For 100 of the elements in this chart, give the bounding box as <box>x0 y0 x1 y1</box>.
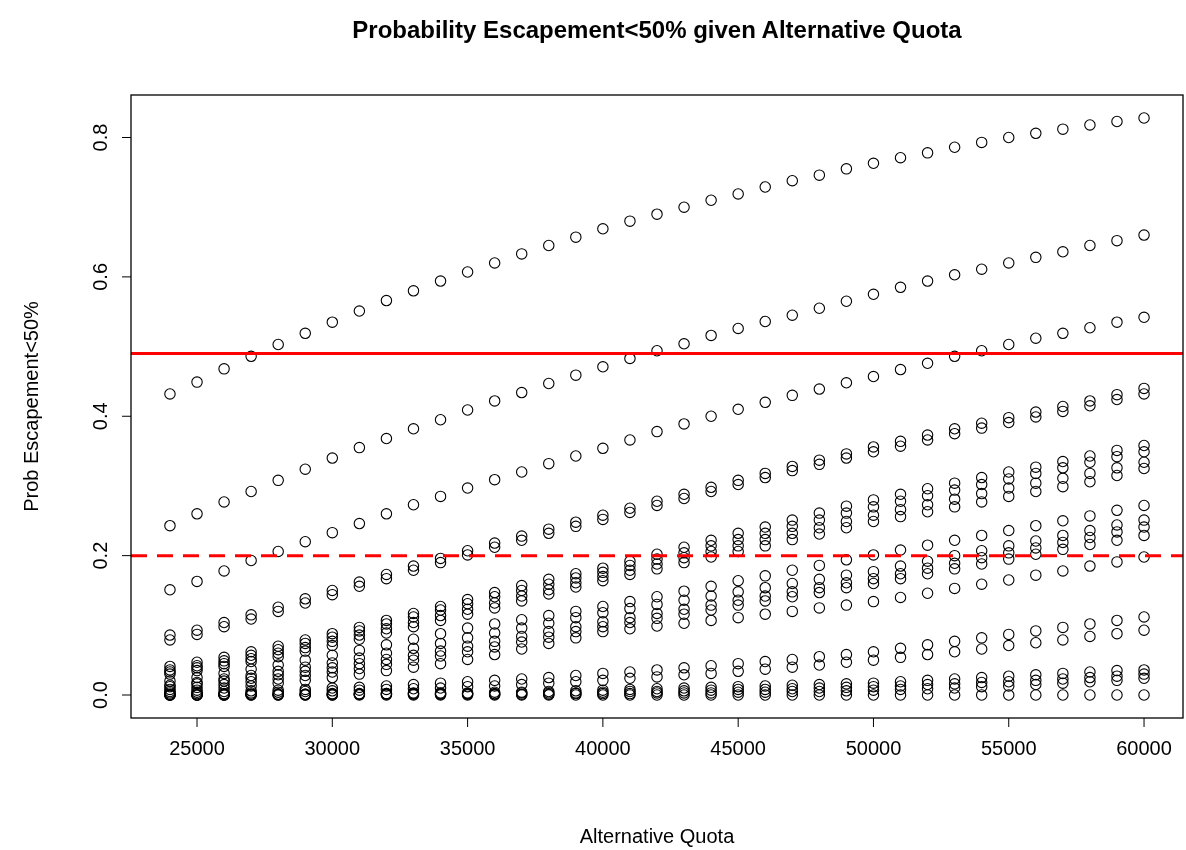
point <box>975 689 988 701</box>
point <box>975 558 988 570</box>
point <box>353 662 366 675</box>
point <box>299 661 311 673</box>
point <box>1111 670 1123 682</box>
point <box>434 275 447 287</box>
point <box>975 263 988 275</box>
point <box>570 231 582 243</box>
point <box>570 581 582 593</box>
point <box>380 647 393 659</box>
point <box>975 422 988 434</box>
point <box>786 533 799 546</box>
point <box>624 559 636 572</box>
point <box>948 563 961 575</box>
point <box>678 488 690 501</box>
x-tick-label: 45000 <box>710 737 766 759</box>
y-tick-label: 0.4 <box>89 402 111 431</box>
point <box>867 595 880 608</box>
point <box>299 641 311 654</box>
point <box>245 663 257 675</box>
point <box>245 676 257 688</box>
point <box>597 513 609 526</box>
point <box>488 586 501 599</box>
point <box>948 484 961 496</box>
point <box>543 631 555 643</box>
point <box>543 457 555 470</box>
point <box>570 572 582 584</box>
point <box>678 201 690 213</box>
point <box>1030 485 1042 498</box>
point <box>353 625 366 637</box>
point <box>975 478 988 491</box>
point <box>191 628 203 641</box>
point <box>353 652 366 664</box>
point <box>326 627 339 640</box>
point <box>1003 628 1015 641</box>
point <box>1003 473 1015 485</box>
point <box>921 682 934 695</box>
point <box>326 649 339 662</box>
point <box>975 136 988 149</box>
point <box>867 441 880 453</box>
point <box>1057 455 1069 468</box>
point <box>1138 462 1150 475</box>
point <box>786 590 799 603</box>
point <box>732 657 744 670</box>
point <box>380 623 393 635</box>
x-tick-label: 40000 <box>575 737 631 759</box>
point <box>975 676 988 689</box>
point <box>894 363 907 376</box>
point <box>461 597 474 610</box>
point <box>380 294 393 307</box>
point <box>921 429 934 441</box>
point <box>894 435 907 448</box>
y-tick-label: 0.6 <box>89 262 111 291</box>
point <box>1057 543 1069 556</box>
point <box>867 684 880 696</box>
point <box>867 689 880 701</box>
point <box>921 689 934 701</box>
point <box>948 423 961 435</box>
point <box>624 568 636 581</box>
point <box>1030 535 1042 547</box>
point <box>1003 689 1015 701</box>
point <box>1111 556 1123 568</box>
point <box>434 556 447 569</box>
point <box>299 665 311 678</box>
point <box>407 682 420 695</box>
point <box>894 683 907 696</box>
point <box>1084 510 1096 522</box>
point <box>705 590 717 602</box>
point <box>1084 560 1096 572</box>
point <box>488 648 501 661</box>
point <box>299 463 311 475</box>
point <box>651 208 663 220</box>
point <box>218 616 230 629</box>
point <box>1030 569 1042 581</box>
point <box>380 432 393 445</box>
point <box>948 646 961 658</box>
point <box>705 329 717 342</box>
point <box>488 602 501 614</box>
point <box>407 661 420 673</box>
point <box>272 601 284 613</box>
point <box>245 613 257 625</box>
point <box>1030 636 1042 649</box>
point <box>921 147 934 159</box>
point <box>597 616 609 628</box>
point <box>624 666 636 678</box>
point <box>1111 519 1123 531</box>
point <box>570 620 582 633</box>
point <box>975 551 988 564</box>
point <box>975 632 988 644</box>
point <box>948 141 961 154</box>
point <box>434 645 447 657</box>
point <box>1003 416 1015 429</box>
point <box>678 669 690 681</box>
point <box>1111 316 1123 328</box>
point <box>678 608 690 620</box>
point <box>488 680 501 692</box>
point <box>732 527 744 540</box>
point <box>407 607 420 620</box>
point <box>434 413 447 426</box>
point <box>1111 393 1123 406</box>
